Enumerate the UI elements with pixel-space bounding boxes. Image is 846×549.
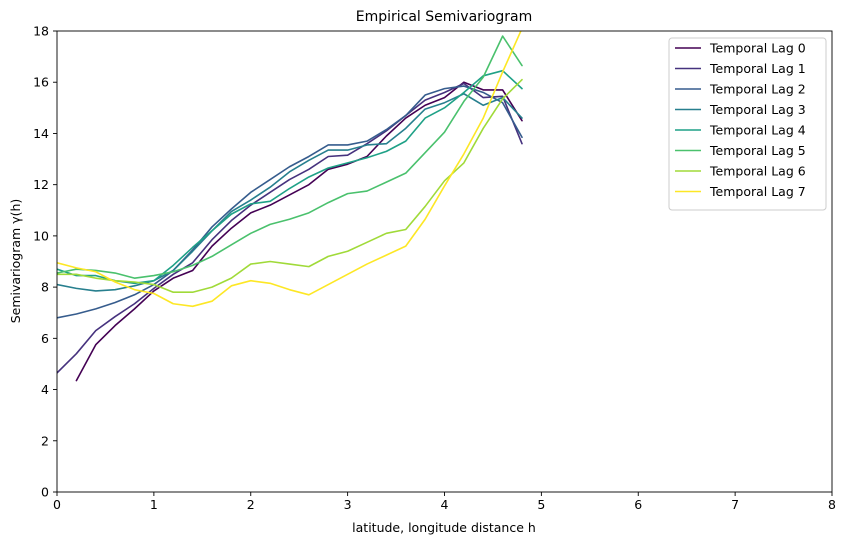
legend-entry-label: Temporal Lag 6	[709, 164, 806, 179]
legend-entry-label: Temporal Lag 1	[709, 61, 806, 76]
series-line-temporal-lag-1	[57, 82, 523, 374]
series-line-temporal-lag-4	[57, 69, 523, 285]
series-line-temporal-lag-0	[75, 81, 523, 382]
series-line-temporal-lag-5	[57, 35, 523, 279]
plot-area	[57, 31, 523, 382]
y-axis: 0 2 4 6 8 10 12 14 16 18	[33, 24, 57, 500]
legend-entry-label: Temporal Lag 7	[709, 184, 806, 199]
x-tick-label: 5	[537, 497, 545, 512]
x-tick-label: 7	[731, 497, 739, 512]
y-tick-label: 18	[33, 24, 49, 39]
y-tick-label: 12	[33, 177, 49, 192]
axes-frame	[56, 30, 833, 493]
legend-box	[668, 37, 827, 211]
legend: Temporal Lag 0 Temporal Lag 1 Temporal Lag…	[668, 37, 827, 211]
x-tick-label: 1	[150, 497, 158, 512]
x-tick-label: 8	[828, 497, 836, 512]
series-line-temporal-lag-7	[57, 31, 522, 308]
series-line-temporal-lag-6	[57, 78, 523, 294]
x-axis: 0 1 2 3 4 5 6 7 8	[53, 492, 836, 512]
y-tick-label: 10	[33, 228, 49, 243]
y-tick-label: 4	[41, 382, 49, 397]
x-tick-label: 0	[53, 497, 61, 512]
legend-entry-label: Temporal Lag 0	[709, 41, 806, 56]
x-axis-label: latitude, longitude distance h	[352, 520, 536, 535]
y-tick-label: 16	[33, 75, 49, 90]
x-tick-label: 3	[344, 497, 352, 512]
chart-title: Empirical Semivariogram	[356, 9, 532, 25]
y-tick-label: 8	[41, 280, 49, 295]
y-tick-label: 0	[41, 485, 49, 500]
y-axis-label: Semivariogram γ(h)	[8, 199, 23, 324]
y-tick-label: 6	[41, 331, 49, 346]
x-tick-label: 2	[247, 497, 255, 512]
y-tick-label: 14	[33, 126, 49, 141]
legend-entry-label: Temporal Lag 5	[709, 143, 806, 158]
legend-entry-label: Temporal Lag 3	[709, 102, 806, 117]
legend-entry-label: Temporal Lag 4	[709, 123, 806, 138]
y-tick-label: 2	[41, 433, 49, 448]
legend-entry-label: Temporal Lag 2	[709, 82, 806, 97]
series-line-temporal-lag-2	[57, 85, 523, 319]
x-tick-label: 4	[441, 497, 449, 512]
series-line-temporal-lag-3	[57, 92, 523, 292]
x-tick-label: 6	[634, 497, 642, 512]
